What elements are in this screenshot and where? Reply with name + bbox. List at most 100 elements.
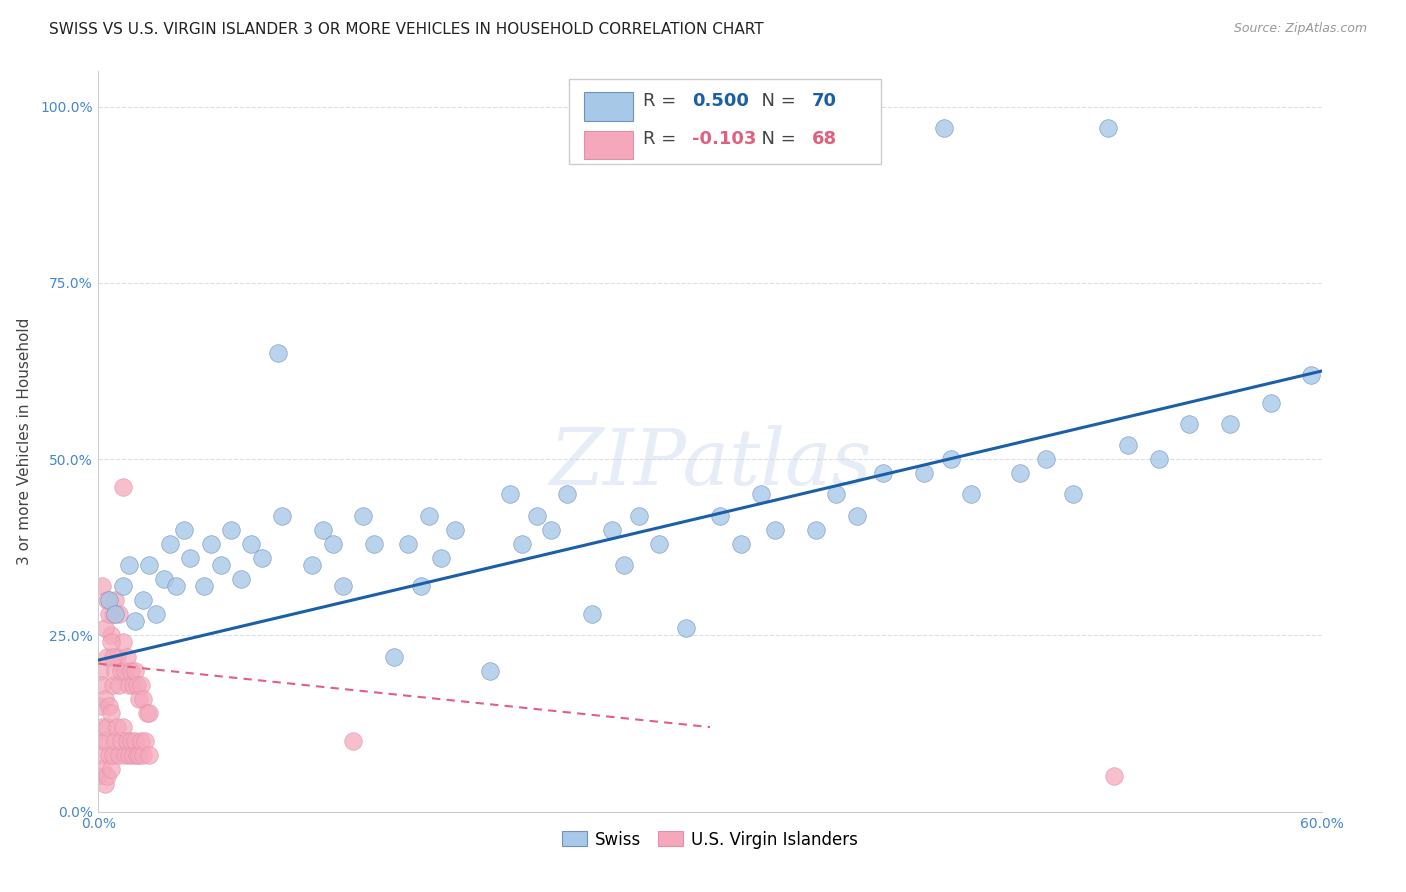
Point (118, 748, 141, 763)
Point (1147, 452, 1170, 467)
Point (145, 607, 167, 622)
Point (1301, 368, 1323, 382)
Point (100, 706, 122, 720)
Point (93, 776, 115, 790)
Point (418, 508, 440, 523)
Point (165, 579, 187, 593)
Point (312, 523, 335, 537)
Point (104, 734, 127, 748)
Point (939, 452, 962, 467)
Point (444, 523, 467, 537)
Point (108, 678, 131, 692)
Point (93, 621, 115, 635)
Point (250, 550, 273, 565)
Point (478, 664, 501, 678)
Point (110, 734, 132, 748)
Point (124, 615, 146, 629)
Point (526, 508, 548, 523)
Point (219, 523, 242, 537)
Point (382, 649, 405, 664)
Point (97, 748, 120, 763)
Point (1102, 769, 1125, 783)
Point (332, 579, 354, 593)
Point (1097, 120, 1119, 135)
Point (108, 607, 131, 622)
Point (209, 558, 232, 572)
Point (122, 678, 145, 692)
Point (152, 572, 174, 586)
Text: ZIPatlas: ZIPatlas (548, 425, 872, 502)
Point (124, 734, 146, 748)
Point (136, 706, 159, 720)
Point (96, 593, 118, 607)
Point (200, 537, 222, 551)
Point (825, 487, 848, 501)
Point (111, 635, 134, 649)
Point (111, 480, 134, 494)
Point (730, 537, 752, 551)
Point (89, 664, 111, 678)
Text: Source: ZipAtlas.com: Source: ZipAtlas.com (1233, 22, 1367, 36)
Point (104, 593, 127, 607)
Point (93, 734, 115, 748)
Point (179, 550, 201, 565)
Point (127, 748, 149, 763)
Bar (583, 131, 633, 159)
Point (114, 748, 136, 763)
Point (749, 487, 772, 501)
Point (87, 769, 110, 783)
Point (499, 487, 522, 501)
Point (363, 537, 385, 551)
Point (430, 550, 453, 565)
Text: R =: R = (643, 92, 682, 110)
Point (173, 523, 195, 537)
Point (301, 558, 323, 572)
Point (960, 487, 983, 501)
Point (129, 678, 152, 692)
Point (87, 734, 110, 748)
Point (132, 692, 155, 706)
Text: 0.500: 0.500 (692, 92, 748, 110)
Point (115, 734, 138, 748)
Point (104, 664, 127, 678)
Point (1219, 417, 1241, 431)
Point (96, 649, 118, 664)
Point (804, 523, 827, 537)
Point (1260, 396, 1282, 410)
Point (96, 769, 118, 783)
Point (97, 607, 120, 622)
Point (91, 763, 114, 777)
Point (120, 664, 142, 678)
Y-axis label: 3 or more Vehicles in Household: 3 or more Vehicles in Household (17, 318, 32, 566)
Point (115, 649, 138, 664)
Point (101, 649, 124, 664)
Point (105, 649, 128, 664)
Point (1008, 467, 1031, 481)
Point (91, 678, 114, 692)
Bar (583, 93, 633, 120)
Point (540, 523, 562, 537)
Point (193, 579, 215, 593)
Point (114, 664, 136, 678)
Text: 68: 68 (811, 130, 837, 148)
Point (120, 734, 142, 748)
Point (1035, 452, 1057, 467)
Point (159, 537, 181, 551)
Point (581, 607, 603, 622)
Point (128, 692, 150, 706)
Point (122, 748, 145, 763)
Text: -0.103: -0.103 (692, 130, 756, 148)
Point (127, 678, 149, 692)
Point (93, 692, 115, 706)
Text: N =: N = (751, 130, 801, 148)
Point (118, 678, 141, 692)
Point (396, 537, 419, 551)
Point (270, 508, 294, 523)
Point (1178, 417, 1201, 431)
Point (118, 558, 141, 572)
Point (89, 698, 111, 713)
Text: SWISS VS U.S. VIRGIN ISLANDER 3 OR MORE VEHICLES IN HOUSEHOLD CORRELATION CHART: SWISS VS U.S. VIRGIN ISLANDER 3 OR MORE … (49, 22, 763, 37)
Point (709, 508, 731, 523)
Point (111, 720, 134, 734)
Point (100, 628, 122, 642)
